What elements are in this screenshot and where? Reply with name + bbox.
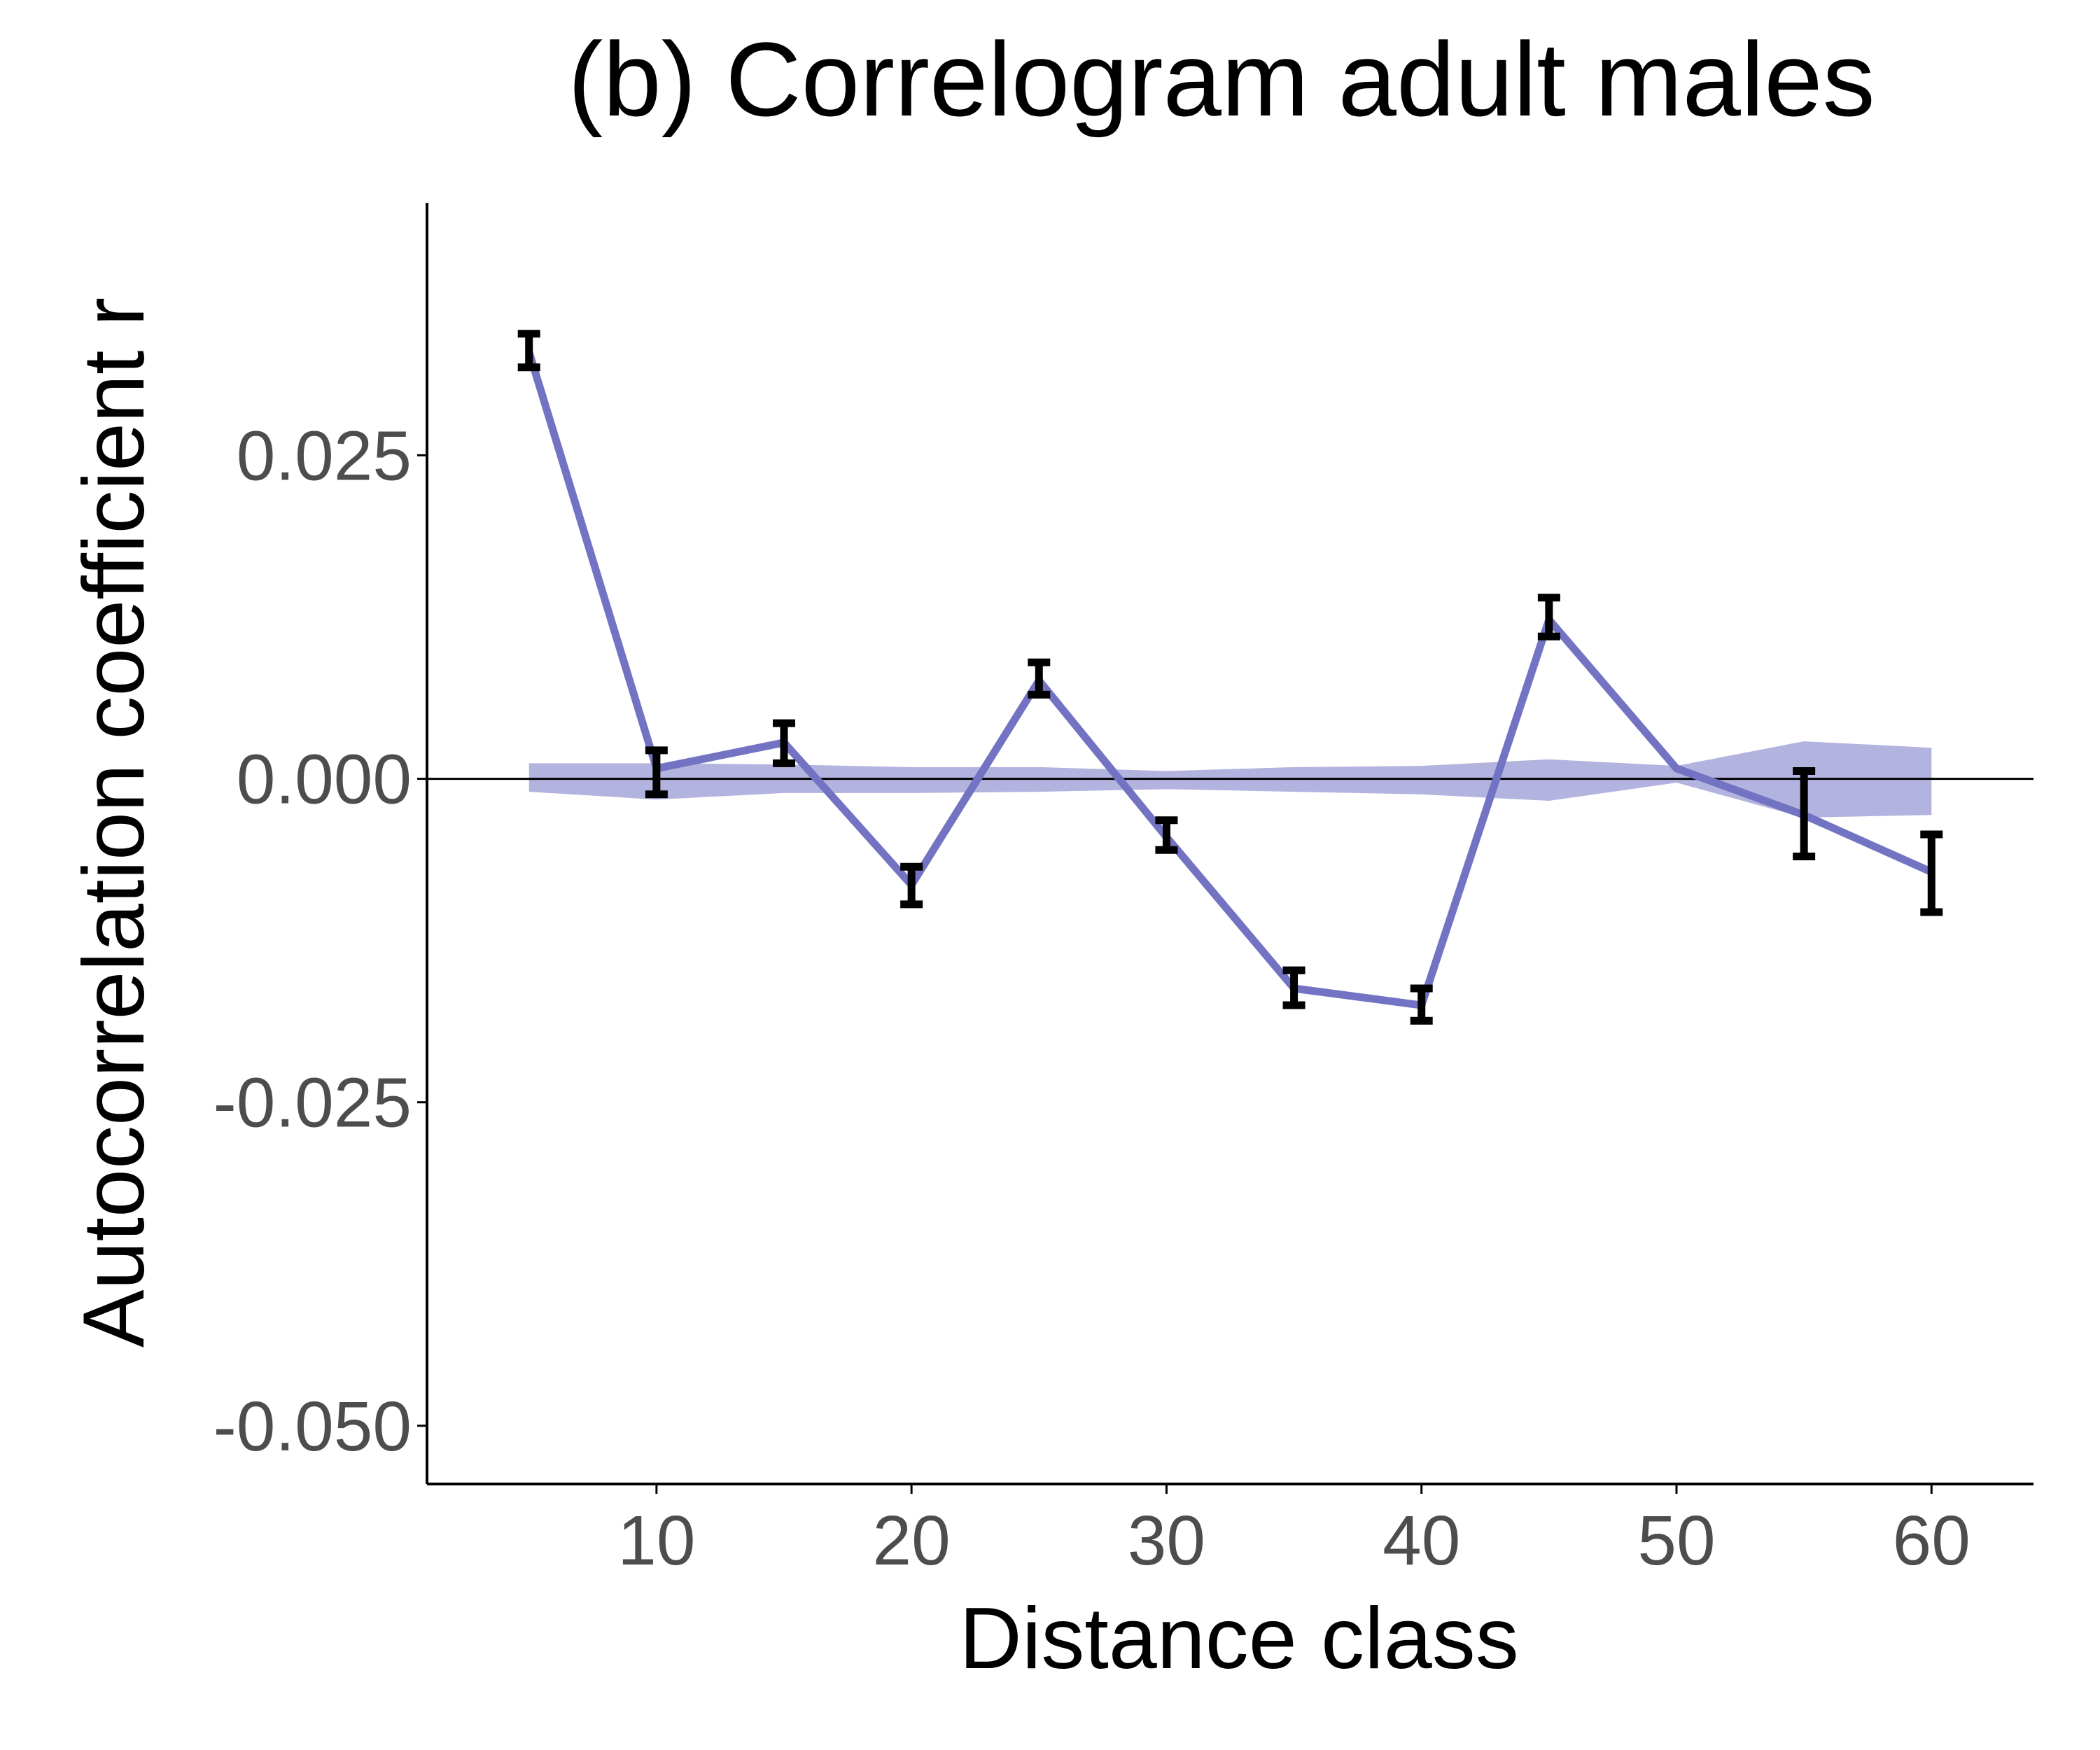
x-tick-label: 30 <box>1128 1502 1205 1580</box>
errorbar-60 <box>1920 830 1943 916</box>
y-tick-label: 0.000 <box>237 741 412 819</box>
x-tick-label: 10 <box>617 1502 695 1580</box>
x-tick-label: 40 <box>1382 1502 1460 1580</box>
errorbar-25 <box>1028 658 1051 699</box>
chart-title: (b) Correlogram adult males <box>568 20 1875 138</box>
errorbar-20 <box>900 862 923 909</box>
errorbar-15 <box>773 719 795 767</box>
y-tick-label: 0.025 <box>237 416 412 495</box>
errorbar-55 <box>1793 766 1816 860</box>
errorbar-5 <box>517 330 540 372</box>
y-tick-label: -0.050 <box>213 1387 412 1466</box>
x-tick-label: 60 <box>1893 1502 1970 1580</box>
errorbar-45 <box>1537 594 1560 640</box>
y-tick-label: -0.025 <box>213 1064 412 1142</box>
errorbar-35 <box>1282 966 1306 1009</box>
x-tick-label: 50 <box>1637 1502 1715 1580</box>
errorbar-40 <box>1410 984 1433 1025</box>
plot-area: 10 20 30 40 50 60 0.025 0.000 -0.025 -0.050 <box>213 203 2033 1580</box>
x-axis-title: Distance class <box>959 1590 1518 1687</box>
x-tick-label: 20 <box>873 1502 951 1580</box>
y-axis-title: Autocorrelation coefficient r <box>66 298 162 1348</box>
errorbar-10 <box>645 746 668 799</box>
autocorrelation-line <box>525 348 1935 1009</box>
errorbar-30 <box>1155 816 1178 854</box>
